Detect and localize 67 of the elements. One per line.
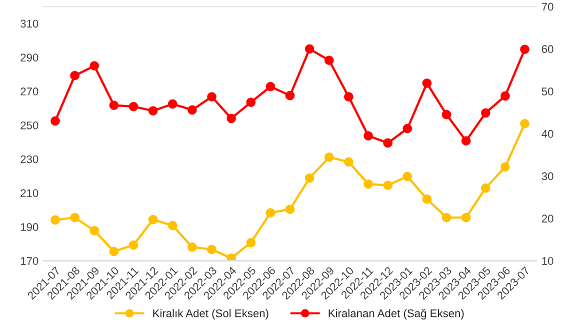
point bbox=[383, 138, 393, 148]
y2-tick-label: 50 bbox=[542, 88, 554, 96]
point bbox=[344, 92, 354, 102]
y-tick-label: 230 bbox=[20, 155, 38, 164]
point bbox=[246, 98, 256, 107]
y-tick-label: 210 bbox=[20, 189, 38, 198]
point bbox=[364, 131, 373, 140]
y2-tick-label: 60 bbox=[542, 45, 554, 54]
point bbox=[226, 253, 236, 261]
y-tick-label: 290 bbox=[20, 54, 38, 62]
y-tick-label: 310 bbox=[20, 20, 38, 28]
point bbox=[50, 215, 60, 225]
y-tick-label: 250 bbox=[20, 121, 38, 130]
point bbox=[422, 78, 432, 88]
y2-tick-label: 10 bbox=[542, 257, 554, 265]
point bbox=[128, 240, 138, 250]
y-tick-label: 170 bbox=[20, 257, 38, 265]
point bbox=[383, 180, 393, 190]
legend-label: Kiralık Adet (Sol Eksen) bbox=[153, 309, 268, 320]
point bbox=[148, 106, 158, 116]
point bbox=[422, 194, 432, 204]
point bbox=[90, 61, 100, 71]
point bbox=[442, 110, 452, 120]
point bbox=[187, 105, 197, 115]
point bbox=[266, 208, 276, 218]
point bbox=[520, 44, 530, 54]
point bbox=[90, 226, 100, 236]
point bbox=[128, 102, 138, 112]
point bbox=[50, 116, 60, 126]
point bbox=[304, 173, 314, 183]
point bbox=[364, 179, 373, 189]
point bbox=[168, 99, 178, 109]
point bbox=[520, 118, 530, 128]
point bbox=[148, 214, 158, 224]
point bbox=[324, 56, 334, 66]
point bbox=[480, 108, 490, 118]
point bbox=[500, 162, 510, 172]
y2-tick-label: 40 bbox=[542, 130, 554, 138]
point bbox=[500, 91, 510, 101]
point bbox=[402, 172, 412, 182]
point bbox=[266, 82, 276, 92]
point bbox=[70, 212, 80, 222]
y-tick-label: 190 bbox=[20, 223, 38, 232]
point bbox=[207, 92, 216, 102]
point bbox=[461, 136, 471, 146]
y2-tick-label: 70 bbox=[542, 2, 554, 11]
point bbox=[285, 90, 295, 100]
point bbox=[461, 212, 471, 222]
point bbox=[324, 152, 334, 162]
point bbox=[304, 44, 314, 54]
point bbox=[168, 220, 178, 230]
legend-label: Kiralanan Adet (Sağ Eksen) bbox=[328, 308, 464, 320]
point bbox=[70, 70, 80, 80]
point bbox=[480, 183, 490, 193]
point bbox=[246, 238, 256, 248]
y2-tick-label: 30 bbox=[542, 172, 554, 180]
point bbox=[226, 114, 236, 124]
point bbox=[207, 244, 216, 254]
point bbox=[442, 212, 452, 222]
point bbox=[187, 242, 197, 252]
y-tick-label: 270 bbox=[20, 88, 38, 96]
point bbox=[402, 124, 412, 134]
point bbox=[344, 157, 354, 167]
y2-tick-label: 20 bbox=[542, 214, 554, 223]
point bbox=[109, 246, 119, 256]
point bbox=[109, 100, 119, 110]
point bbox=[285, 204, 295, 214]
